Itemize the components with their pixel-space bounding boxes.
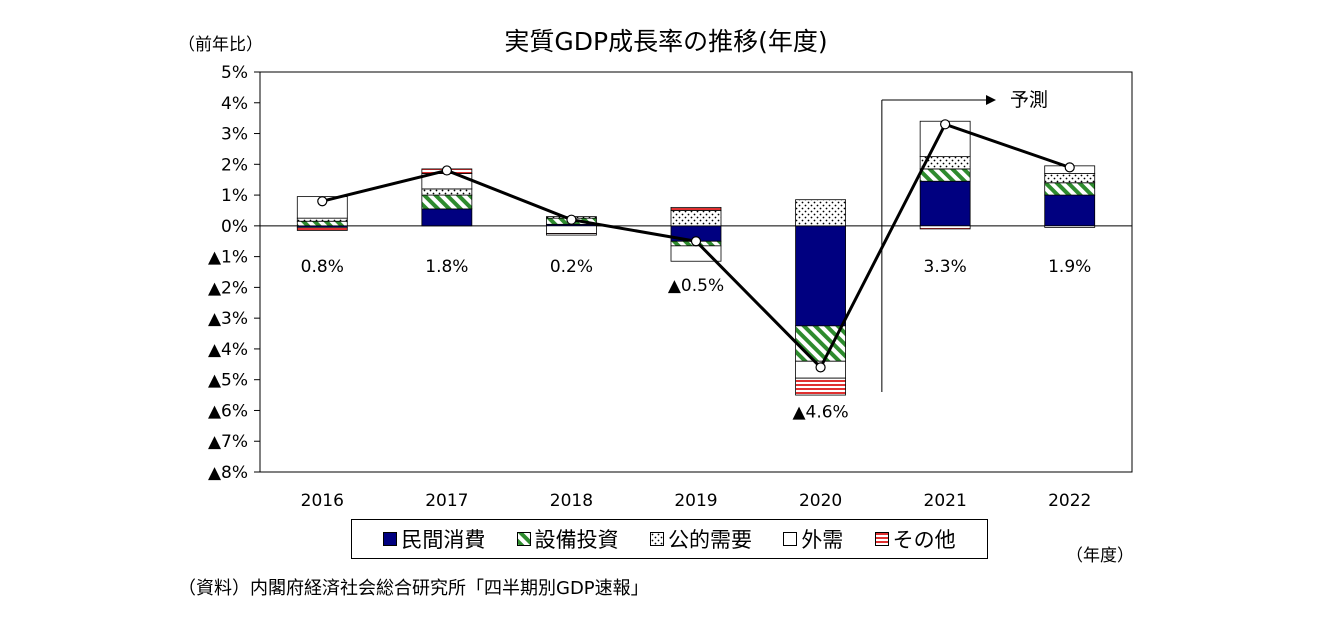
- bar-segment: [1044, 182, 1096, 196]
- gdp-point: [317, 196, 328, 207]
- bar-segment: [919, 180, 971, 227]
- bar-segment: [296, 220, 348, 227]
- gdp-point: [940, 119, 951, 130]
- y-tick-label: ▲2%: [208, 278, 248, 298]
- data-label: ▲4.6%: [792, 402, 848, 422]
- data-labels: 0.8% 1.8% 0.2% ▲0.5% ▲4.6% 3.3% 1.9%: [301, 257, 1092, 423]
- y-tick-label: 3%: [221, 125, 248, 145]
- bar-segment: [421, 208, 473, 227]
- bar-segment: [1044, 194, 1096, 227]
- bar-segment: [1044, 173, 1096, 184]
- gdp-point: [441, 165, 452, 176]
- bar-segment: [421, 188, 473, 196]
- y-tick-label: 2%: [221, 155, 248, 175]
- legend-label: その他: [892, 528, 956, 552]
- gdp-point: [1064, 162, 1075, 173]
- x-tick-label: 2022: [1048, 491, 1091, 511]
- gdp-point: [690, 236, 702, 247]
- y-tick-label: ▲4%: [208, 340, 248, 360]
- x-tick-label: 2016: [301, 491, 344, 511]
- legend-label: 外需: [801, 528, 844, 552]
- y-tick-label: 1%: [221, 186, 248, 206]
- bar-segment: [795, 225, 846, 327]
- gdp-point: [815, 362, 826, 373]
- x-tick-label: 2017: [425, 491, 468, 511]
- data-label: 1.8%: [425, 257, 468, 277]
- bar-segment: [296, 226, 348, 231]
- data-label: ▲0.5%: [668, 276, 724, 296]
- gdp-growth-line: [317, 119, 1075, 373]
- legend-label: 公的需要: [667, 528, 752, 552]
- y-tick-label: ▲3%: [208, 309, 248, 329]
- stacked-bars: [296, 120, 1096, 396]
- legend-swatch: [516, 532, 531, 546]
- chart-title: 実質GDP成長率の推移(年度): [504, 27, 828, 56]
- source-note: （資料）内閣府経済社会総合研究所「四半期別GDP速報」: [178, 578, 649, 599]
- y-tick-label: 0%: [221, 217, 248, 237]
- legend-item: 設備投資: [516, 524, 619, 554]
- legend-item: 外需: [783, 524, 843, 554]
- bar-segment: [1044, 225, 1096, 228]
- x-axis-unit-label: （年度）: [1066, 546, 1134, 566]
- legend-item: 公的需要: [649, 524, 752, 554]
- bar-segment: [670, 206, 722, 211]
- data-label: 0.2%: [550, 257, 593, 277]
- bar-segment: [296, 217, 348, 222]
- legend-item: その他: [874, 524, 956, 554]
- y-tick-label: 5%: [221, 63, 248, 83]
- data-label: 1.9%: [1048, 257, 1091, 277]
- bar-segment: [546, 233, 597, 236]
- data-label: 3.3%: [924, 257, 967, 277]
- y-tick-label: ▲8%: [208, 463, 248, 483]
- y-tick-label: 4%: [221, 94, 248, 114]
- y-tick-label: ▲1%: [208, 248, 248, 268]
- legend-swatch: [383, 532, 398, 546]
- y-tick-label: ▲7%: [208, 432, 248, 452]
- bar-segment: [670, 210, 722, 227]
- bar-segment: [795, 199, 846, 227]
- legend-label: 民間消費: [401, 528, 486, 552]
- plot-border: [259, 71, 1133, 473]
- y-tick-label: ▲5%: [208, 371, 248, 391]
- bar-segment: [546, 225, 597, 234]
- forecast-marker: 予測: [881, 89, 1048, 392]
- forecast-arrow-head: [986, 95, 996, 105]
- y-axis-unit-label: （前年比）: [178, 35, 263, 55]
- bar-segment: [919, 225, 971, 230]
- x-tick-label: 2021: [924, 491, 967, 511]
- bar-segment: [795, 377, 846, 396]
- legend-label: 設備投資: [534, 528, 619, 552]
- legend: 民間消費 設備投資 公的需要 外需 その他: [351, 519, 988, 559]
- legend-swatch: [649, 532, 664, 546]
- legend-swatch: [874, 532, 889, 546]
- data-label: 0.8%: [301, 257, 344, 277]
- legend-item: 民間消費: [383, 524, 485, 554]
- x-tick-label: 2019: [674, 491, 717, 511]
- y-tick-label: ▲6%: [208, 401, 248, 421]
- axes: 5% 4% 3% 2% 1% 0% ▲1% ▲2% ▲3% ▲4% ▲5% ▲6% ▲7% ▲8% 2016…: [208, 63, 1132, 511]
- gdp-point: [566, 214, 577, 225]
- x-tick-label: 2018: [550, 491, 593, 511]
- forecast-label: 予測: [1010, 89, 1048, 111]
- bar-segment: [421, 194, 473, 210]
- bar-segment: [919, 168, 971, 182]
- legend-swatch: [783, 532, 798, 546]
- x-tick-label: 2020: [799, 491, 842, 511]
- plot-area: [259, 71, 1133, 473]
